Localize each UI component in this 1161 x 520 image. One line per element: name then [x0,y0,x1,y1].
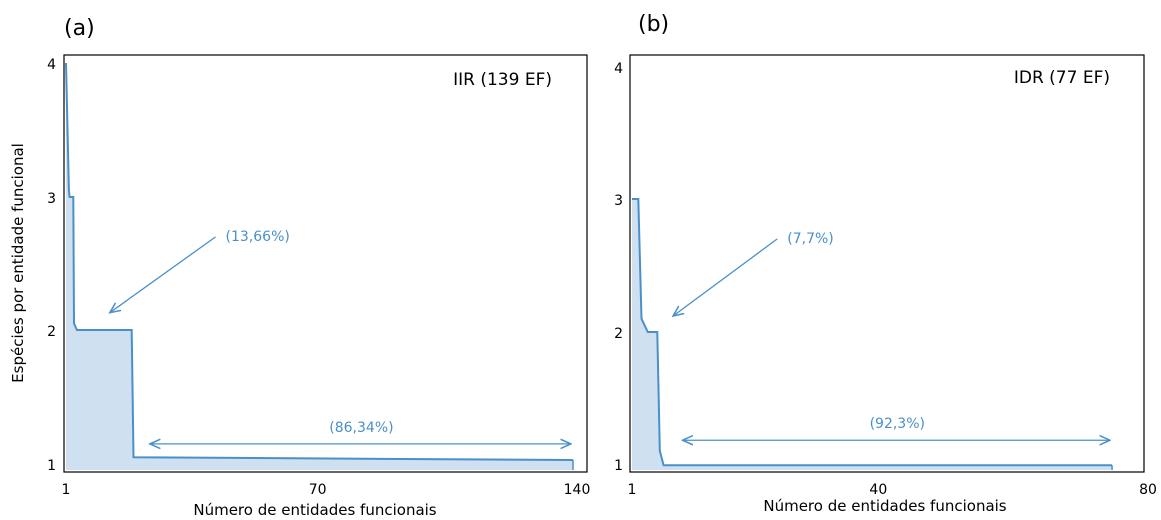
x-axis-label: Número de entidades funcionais [193,501,436,519]
panel-b: 1 2 3 4 1 40 80 Número de entidades funcionais (… [614,12,1157,515]
chart-title: IDR (77 EF) [1014,68,1110,88]
plot-frame [629,54,1145,473]
y-tick-label: 4 [47,57,56,73]
y-tick-label: 3 [614,193,623,209]
annotation-arrow [673,238,778,316]
panel-a: 1 2 3 4 1 70 140 Número de entidades funcionais… [9,16,590,519]
annotation-arrow [110,236,216,313]
x-tick-label: 80 [1139,482,1157,498]
panel-label: (a) [64,16,95,41]
panel-label: (b) [638,12,669,37]
x-tick-label: 140 [564,482,591,498]
series-line [65,62,574,461]
x-tick-label: 1 [62,482,71,498]
annotation-label: (86,34%) [329,420,393,436]
x-axis-label: Número de entidades funcionais [763,497,1006,515]
y-tick-label: 3 [47,191,56,207]
x-tick-label: 1 [628,482,637,498]
x-tick-label: 40 [869,482,887,498]
area-fill [66,63,573,470]
annotation-label: (7,7%) [787,231,834,247]
x-tick-label: 70 [309,482,327,498]
annotation-label: (92,3%) [870,416,925,432]
chart-title: IIR (139 EF) [453,70,552,90]
y-tick-label: 1 [47,458,56,474]
y-axis-label: Espécies por entidade funcional [9,143,27,383]
annotation-label: (13,66%) [226,229,290,245]
plot-frame [63,54,588,473]
y-tick-label: 2 [614,326,623,342]
series-line [632,198,1113,467]
y-tick-label: 1 [614,458,623,474]
y-tick-label: 4 [614,61,623,77]
y-tick-label: 2 [47,324,56,340]
